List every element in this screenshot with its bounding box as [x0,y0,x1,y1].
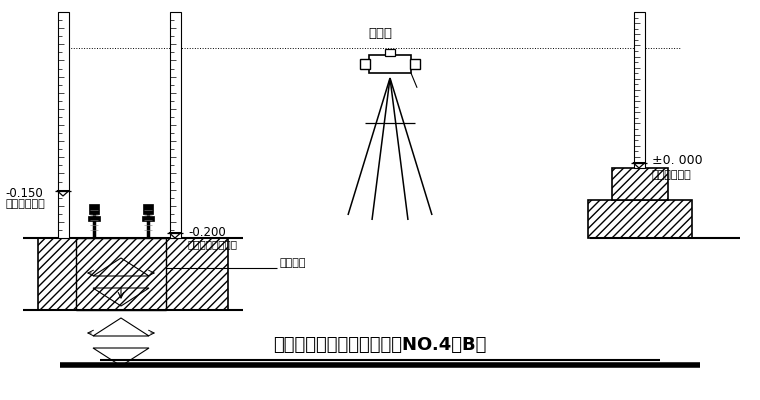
Text: -0.200: -0.200 [188,226,226,239]
Text: 钢筋砼柱: 钢筋砼柱 [280,258,306,268]
Bar [170,12,181,238]
Text: 水准仪: 水准仪 [368,27,392,40]
Bar [58,12,69,238]
Bar [385,49,395,56]
Text: （柱顶标高）: （柱顶标高） [5,199,45,209]
Bar [143,204,153,214]
Bar [76,238,166,310]
Text: （基准标高）: （基准标高） [652,170,692,180]
Bar [360,59,370,69]
Bar [588,200,692,238]
Bar [89,204,99,214]
Bar [142,216,154,221]
Bar [410,59,420,69]
Bar [38,238,228,310]
Bar [612,168,668,200]
Bar [88,216,100,221]
Text: （一次浇筑标高）: （一次浇筑标高） [188,239,238,249]
Text: -0.150: -0.150 [5,187,43,200]
Bar [634,12,645,168]
Text: 钢柱柱底标高引测示意图（NO.4－B）: 钢柱柱底标高引测示意图（NO.4－B） [274,336,486,354]
Text: ±0. 000: ±0. 000 [652,154,703,167]
Bar [369,55,411,73]
